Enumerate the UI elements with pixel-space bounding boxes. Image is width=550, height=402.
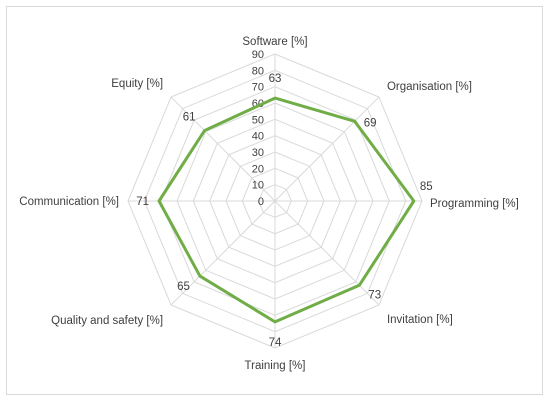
category-label: Organisation [%] (387, 81, 472, 93)
axis-spoke (274, 200, 380, 306)
tick-label: 90 (252, 49, 264, 61)
axis-spoke (274, 96, 380, 202)
axis-spoke (170, 96, 276, 202)
data-label: 63 (269, 73, 282, 85)
data-label: 85 (420, 181, 433, 193)
category-label: Communication [%] (19, 196, 119, 208)
tick-label: 70 (252, 82, 264, 94)
tick-label: 50 (252, 114, 264, 126)
category-label: Invitation [%] (387, 314, 453, 326)
tick-label: 30 (252, 147, 264, 159)
series-line (157, 96, 416, 324)
tick-label: 80 (252, 65, 264, 77)
data-label: 61 (183, 112, 196, 124)
data-label: 71 (136, 196, 149, 208)
category-label: Equity [%] (111, 78, 163, 90)
data-label: 74 (269, 337, 282, 349)
data-label: 69 (364, 117, 377, 129)
category-label: Programming [%] (430, 198, 519, 210)
data-label: 73 (368, 289, 381, 301)
tick-label: 10 (252, 180, 264, 192)
axis-spoke (170, 200, 276, 306)
category-label: Software [%] (242, 36, 307, 48)
data-label: 65 (177, 281, 190, 293)
category-label: Quality and safety [%] (51, 315, 163, 327)
tick-label: 20 (252, 163, 264, 175)
tick-label: 0 (258, 196, 264, 208)
category-label: Training [%] (245, 360, 306, 372)
tick-label: 40 (252, 131, 264, 143)
